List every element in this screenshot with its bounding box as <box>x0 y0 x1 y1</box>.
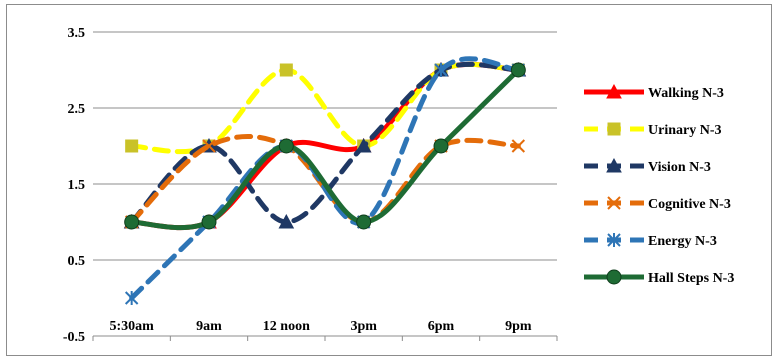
y-tick-label: 3.5 <box>68 26 86 41</box>
data-point-2-3 <box>279 63 293 77</box>
data-point-6-3 <box>278 138 294 154</box>
x-tick-label: 3pm <box>350 319 377 334</box>
data-point-6-2 <box>201 214 217 230</box>
data-point-2-1 <box>125 139 139 153</box>
legend-marker-6 <box>606 269 622 285</box>
data-point-3-4 <box>355 137 372 153</box>
x-tick-label: 9pm <box>505 319 532 334</box>
legend-label-5: Energy N-3 <box>648 234 717 249</box>
legend-label-1: Walking N-3 <box>648 86 724 101</box>
legend-label-3: Vision N-3 <box>648 160 711 175</box>
series-line-5 <box>129 56 521 301</box>
series-line-3 <box>129 61 521 225</box>
y-tick-label: 2.5 <box>68 102 86 117</box>
y-tick-label: 1.5 <box>68 178 86 193</box>
legend-label-6: Hall Steps N-3 <box>648 271 734 286</box>
data-point-4-6 <box>511 139 526 153</box>
x-tick-label: 9am <box>196 319 222 334</box>
x-tick-label: 5:30am <box>110 319 155 334</box>
series-line-1 <box>129 61 521 231</box>
legend-label-4: Cognitive N-3 <box>648 197 731 212</box>
legend-marker-2 <box>607 122 621 136</box>
data-point-6-5 <box>433 138 449 154</box>
y-tick-label: -0.5 <box>63 330 85 345</box>
data-point-3-3 <box>278 213 295 229</box>
legend-marker-4 <box>607 196 621 210</box>
data-point-4-2 <box>202 139 216 153</box>
legend-marker-3 <box>606 157 622 173</box>
x-tick-label: 6pm <box>428 319 455 334</box>
x-tick-label: 12 noon <box>263 319 310 334</box>
y-tick-label: 0.5 <box>68 254 86 269</box>
legend-marker-5 <box>607 233 621 247</box>
data-point-5-1 <box>124 291 139 305</box>
data-point-6-1 <box>124 214 140 230</box>
data-point-5-5 <box>434 63 448 77</box>
data-point-6-6 <box>510 62 526 78</box>
legend-marker-1 <box>606 83 622 99</box>
legend-label-2: Urinary N-3 <box>648 123 722 138</box>
data-point-6-4 <box>356 214 372 230</box>
